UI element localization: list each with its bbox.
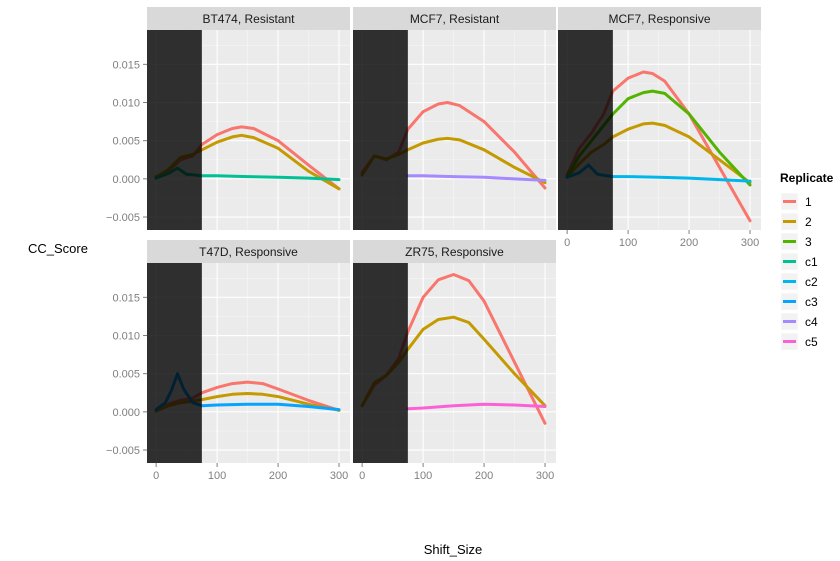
y-tick-label: 0.000: [112, 174, 140, 186]
legend: 1 2 3 c1 c2 c3 c4 c5: [780, 192, 818, 351]
legend-label: 2: [805, 215, 812, 229]
y-tick-label: 0.010: [112, 98, 140, 110]
facet-panel: MCF7, Resistant: [353, 7, 556, 230]
shaded-region: [147, 30, 202, 230]
y-tick-label: 0.005: [112, 369, 140, 381]
x-tick-label: 300: [330, 470, 348, 482]
x-tick-label: 0: [564, 237, 570, 249]
legend-label: c2: [805, 275, 818, 289]
axes-layer: −0.005 0.000 0.005 0.010 0.015 0 100 200 300 −0.0…: [106, 59, 759, 482]
x-tick-label: 100: [414, 470, 432, 482]
x-tick-label: 200: [269, 470, 287, 482]
legend-title: Replicate: [780, 171, 834, 185]
facet-panel: BT474, Resistant: [147, 7, 350, 230]
legend-label: c3: [805, 295, 818, 309]
panels-layer: BT474, Resistant MCF7, Resistant MCF7, Res…: [147, 7, 761, 463]
facet-strip: [558, 7, 761, 30]
y-tick-label: 0.015: [112, 292, 140, 304]
facet-panel: T47D, Responsive: [147, 240, 350, 463]
facet-title: MCF7, Responsive: [608, 12, 710, 26]
facet-title: ZR75, Responsive: [405, 245, 504, 259]
facet-strip: [147, 240, 350, 263]
y-tick-label: −0.005: [106, 445, 140, 457]
legend-label: 1: [805, 195, 812, 209]
x-axis-title: Shift_Size: [424, 542, 483, 557]
legend-label: 3: [805, 235, 812, 249]
facet-strip: [353, 240, 556, 263]
facet-strip: [353, 7, 556, 30]
x-tick-label: 300: [741, 237, 759, 249]
y-axis-title: CC_Score: [28, 241, 88, 256]
shaded-region: [353, 30, 408, 230]
x-tick-label: 0: [359, 470, 365, 482]
y-tick-label: 0.005: [112, 136, 140, 148]
x-tick-label: 100: [619, 237, 637, 249]
shaded-region: [558, 30, 613, 230]
y-tick-label: 0.015: [112, 59, 140, 71]
facet-panel: ZR75, Responsive: [353, 240, 556, 463]
y-tick-label: 0.010: [112, 331, 140, 343]
x-tick-label: 200: [680, 237, 698, 249]
y-tick-label: 0.000: [112, 407, 140, 419]
facet-panel: MCF7, Responsive: [558, 7, 761, 230]
x-tick-label: 200: [475, 470, 493, 482]
shaded-region: [147, 263, 202, 463]
facet-title: T47D, Responsive: [199, 245, 298, 259]
x-tick-label: 0: [153, 470, 159, 482]
facet-title: BT474, Resistant: [202, 12, 295, 26]
x-tick-label: 300: [536, 470, 554, 482]
legend-label: c1: [805, 255, 818, 269]
legend-label: c5: [805, 335, 818, 349]
series-line-c4: [406, 174, 547, 182]
facet-strip: [147, 7, 350, 30]
shaded-region: [353, 263, 408, 463]
facet-title: MCF7, Resistant: [410, 12, 500, 26]
x-tick-label: 100: [208, 470, 226, 482]
y-tick-label: −0.005: [106, 212, 140, 224]
legend-label: c4: [805, 315, 818, 329]
series-line-c5: [406, 402, 547, 411]
